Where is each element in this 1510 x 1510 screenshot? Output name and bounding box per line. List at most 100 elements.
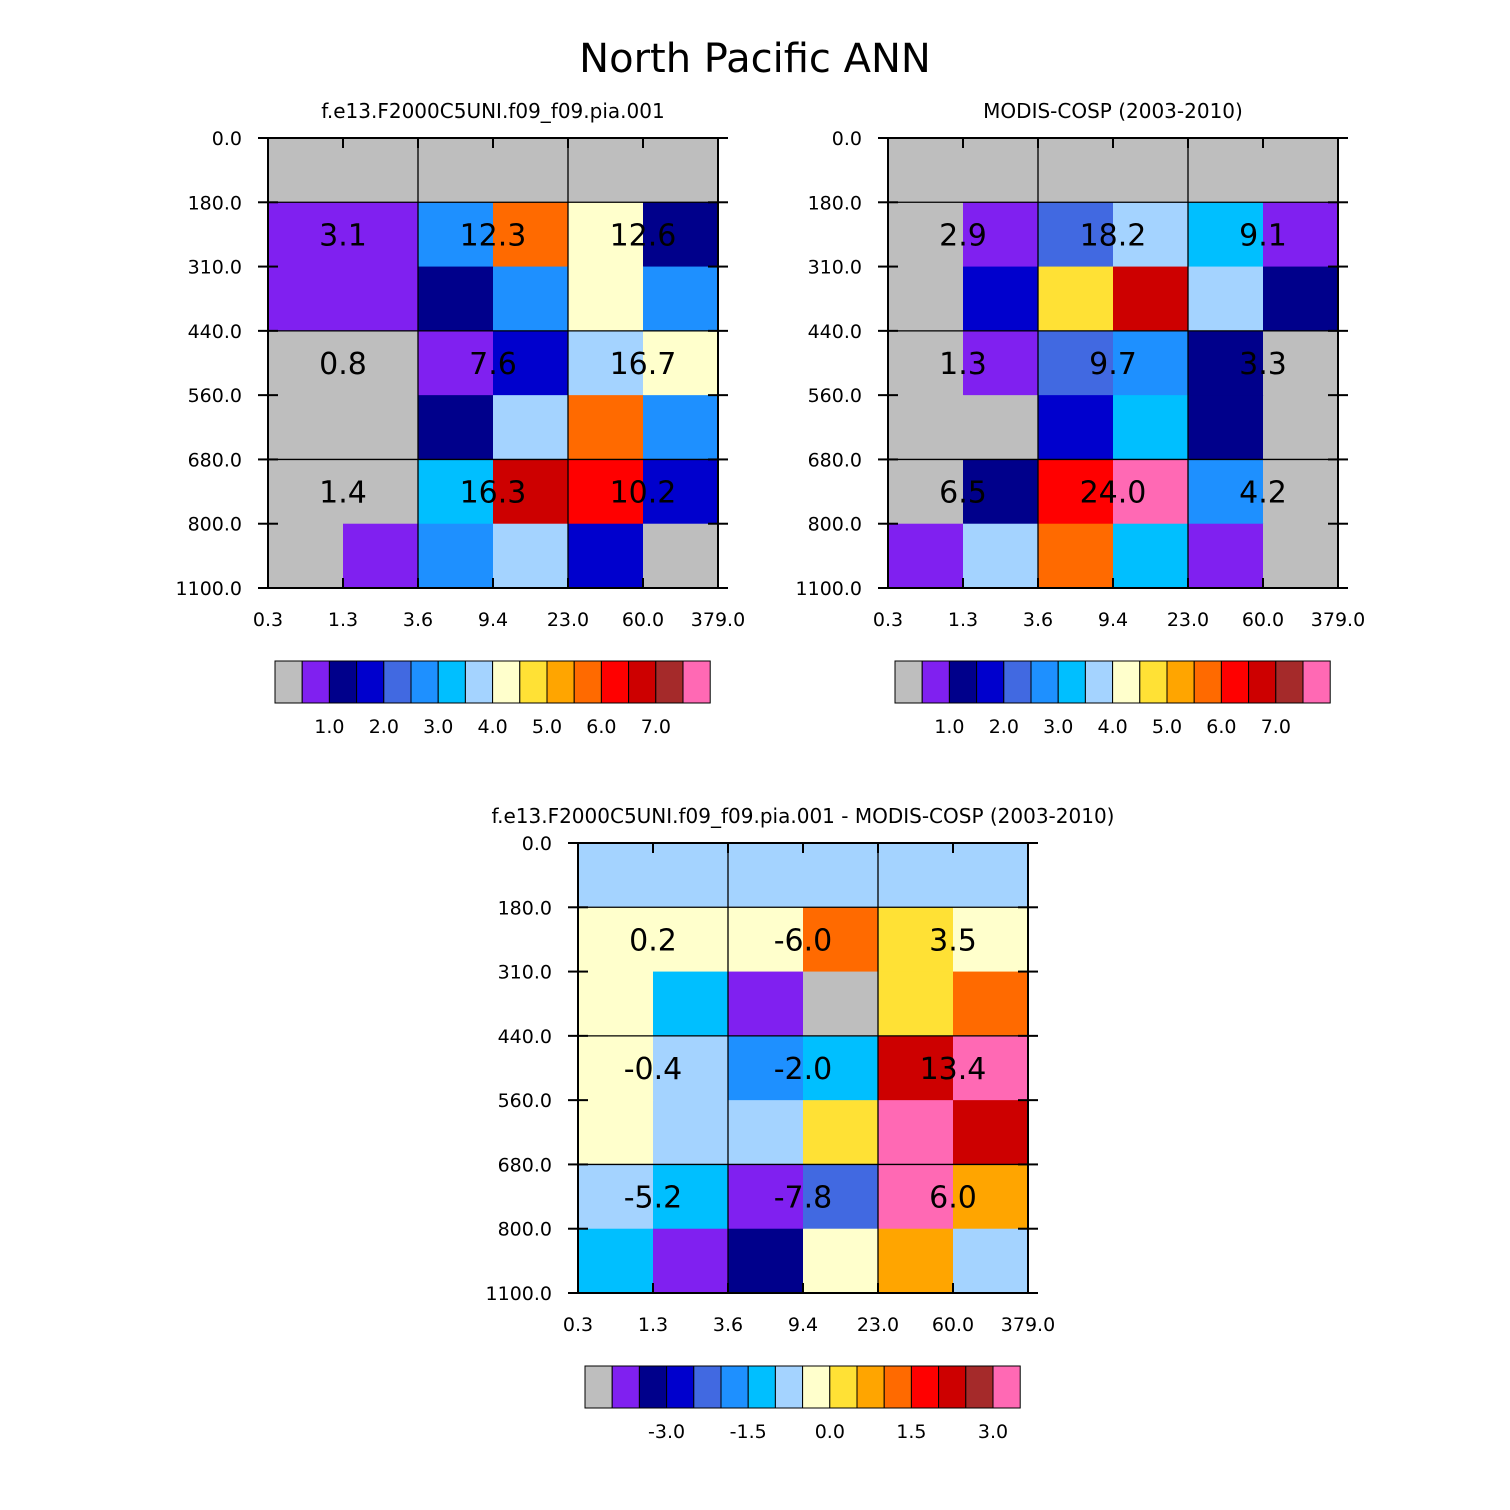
panel-2: MODIS-COSP (2003-2010) 0.3 1.3 3.6 9.4 23.0 60… [796,99,1366,738]
colorbar-box [921,660,950,704]
colorbar-label: -3.0 [648,1421,685,1443]
colorbar-box [301,660,330,704]
colorbar-label: 4.0 [1097,716,1127,738]
cell-annotation: -7.8 [774,1181,833,1216]
colorbar-box [573,660,602,704]
y-tick-label: 680.0 [808,449,862,471]
panel-title: f.e13.F2000C5UNI.f09_f09.pia.001 - MODIS… [492,804,1115,828]
heatmap-cell [643,266,719,332]
heatmap-cell [1113,330,1189,396]
y-tick-label: 560.0 [808,385,862,407]
cell-annotation: 3.3 [1239,347,1287,382]
heatmap-cell [878,1035,954,1101]
heatmap-cell [728,1228,804,1294]
cell-annotation: 13.4 [920,1052,987,1087]
heatmap-cell [1113,523,1189,589]
colorbar-box [1112,660,1141,704]
colorbar-box [1248,660,1277,704]
cells [578,843,1029,1294]
heatmap-cell [1263,523,1339,589]
heatmap-cell [963,202,1039,268]
heatmap-cell [1038,459,1114,525]
y-tick-label: 0.0 [522,833,552,855]
heatmap-cell [568,138,644,203]
x-tick-label: 9.4 [1098,609,1128,631]
cell-annotation: 18.2 [1080,218,1147,253]
ticks [878,137,1348,589]
heatmap-cell [568,266,644,332]
heatmap-cell [418,459,494,525]
colorbar-box [856,1365,885,1409]
cell-annotation: -6.0 [774,923,833,958]
cell-annotation: 0.2 [629,923,677,958]
heatmap-cell [643,395,719,461]
heatmap-cell [888,266,964,332]
heatmap-cell [953,907,1029,973]
heatmap-cell [1113,266,1189,332]
heatmap-cell [953,1228,1029,1294]
heatmap-cell [493,523,569,589]
cell-annotation: 12.3 [460,218,527,253]
y-tick-label: 800.0 [808,514,862,536]
heatmap-cell [343,330,419,396]
heatmap-cell [878,843,954,908]
heatmap-cell [493,266,569,332]
heatmap-cell [803,843,879,908]
cell-annotation: 12.6 [610,218,677,253]
x-tick-label: 0.3 [563,1314,593,1336]
heatmap-cell [418,266,494,332]
heatmap-cell [578,1035,654,1101]
heatmap-cell [888,330,964,396]
colorbar-box [628,660,657,704]
heatmap-cell [418,330,494,396]
colorbar-box [1275,660,1304,704]
colorbar-box [1030,660,1059,704]
heatmap-cell [728,971,804,1037]
colorbar-box [519,660,548,704]
heatmap-cell [1188,202,1264,268]
colorbar-box [584,1365,613,1409]
colorbar-box [1057,660,1086,704]
heatmap-cell [568,202,644,268]
heatmap-cell [268,523,344,589]
heatmap-cell [643,202,719,268]
colorbar-box [1084,660,1114,704]
colorbar-box [693,1365,722,1409]
cell-annotation: 1.3 [939,347,987,382]
cell-annotation: 24.0 [1080,476,1147,511]
heatmap-cell [268,138,344,203]
heatmap-cell [653,907,729,973]
heatmap-cell [578,907,654,973]
cells [888,138,1339,589]
heatmap-cell [1263,138,1339,203]
colorbar-label: 7.0 [641,716,671,738]
y-tick-label: 440.0 [498,1026,552,1048]
colorbar-label: 3.0 [1043,716,1073,738]
heatmap-cell [578,843,654,908]
colorbar-box [274,660,303,704]
group-grid [268,138,718,588]
heatmap-cell [888,395,964,461]
cell-annotation: 0.8 [319,347,367,382]
colorbar-box [546,660,575,704]
colorbar-box [802,1365,831,1409]
heatmap-cell [493,395,569,461]
heatmap-cell [953,1100,1029,1166]
x-tick-label: 1.3 [328,609,358,631]
colorbar-label: 7.0 [1261,716,1291,738]
cells [268,138,719,589]
cell-annotation: 6.5 [939,476,987,511]
colorbar-box [611,1365,640,1409]
heatmap-cell [343,138,419,203]
heatmap-cell [1113,138,1189,203]
colorbar-box [328,660,358,704]
cell-annotation: 9.7 [1089,347,1137,382]
panel-title: f.e13.F2000C5UNI.f09_f09.pia.001 [321,99,664,123]
x-tick-label: 3.6 [713,1314,743,1336]
heatmap-cell [728,1035,804,1101]
heatmap-cell [493,330,569,396]
colorbar-box [437,660,466,704]
heatmap-cell [878,1228,954,1294]
panels-layer: f.e13.F2000C5UNI.f09_f09.pia.001 0.3 1.3 3.… [176,99,1366,1443]
heatmap-cell [1188,266,1264,332]
